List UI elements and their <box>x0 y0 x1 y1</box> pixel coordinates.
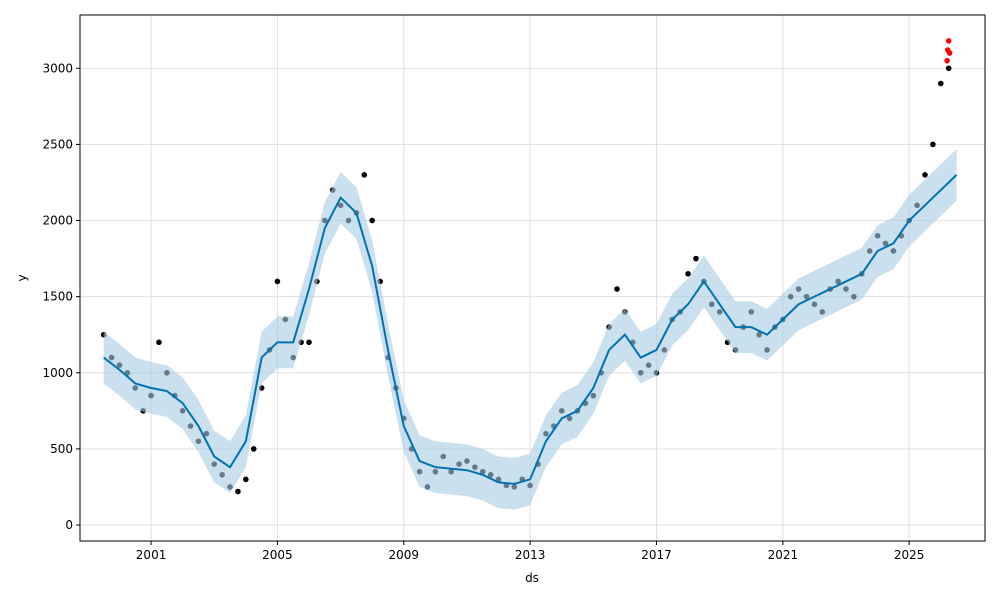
plot-frame <box>79 14 986 542</box>
data-point <box>930 141 936 148</box>
data-point <box>946 50 953 56</box>
data-point <box>685 271 691 277</box>
y-axis-label: y <box>15 274 29 281</box>
x-tick-label: 2005 <box>262 548 293 562</box>
data-point <box>361 172 368 178</box>
y-tick-label: 2500 <box>42 137 73 151</box>
x-tick-label: 2017 <box>641 548 672 562</box>
y-tick-label: 1000 <box>42 366 73 380</box>
data-point <box>693 255 699 262</box>
y-tick-label: 0 <box>65 518 73 532</box>
data-point <box>922 172 928 178</box>
forecast-line <box>103 174 958 485</box>
y-tick-label: 500 <box>50 442 73 456</box>
data-point <box>937 80 944 87</box>
data-point <box>614 286 620 292</box>
data-point <box>235 488 241 495</box>
data-point <box>945 65 952 72</box>
uncertainty-band <box>103 148 957 510</box>
data-point <box>944 57 950 64</box>
x-tick-label: 2013 <box>515 548 546 562</box>
x-tick-label: 2009 <box>389 548 420 562</box>
x-axis-label: ds <box>525 571 539 585</box>
y-tick-label: 2000 <box>42 214 73 228</box>
data-point <box>156 339 162 346</box>
x-tick-label: 2025 <box>894 548 925 562</box>
data-point <box>369 217 375 224</box>
x-tick-label: 2001 <box>136 548 167 562</box>
data-point <box>306 339 312 346</box>
y-tick-label: 3000 <box>42 61 73 75</box>
data-point <box>274 278 281 285</box>
data-point <box>243 476 249 483</box>
y-tick-label: 1500 <box>42 290 73 304</box>
data-point <box>250 446 257 452</box>
x-tick-label: 2021 <box>768 548 799 562</box>
data-point <box>945 38 952 44</box>
